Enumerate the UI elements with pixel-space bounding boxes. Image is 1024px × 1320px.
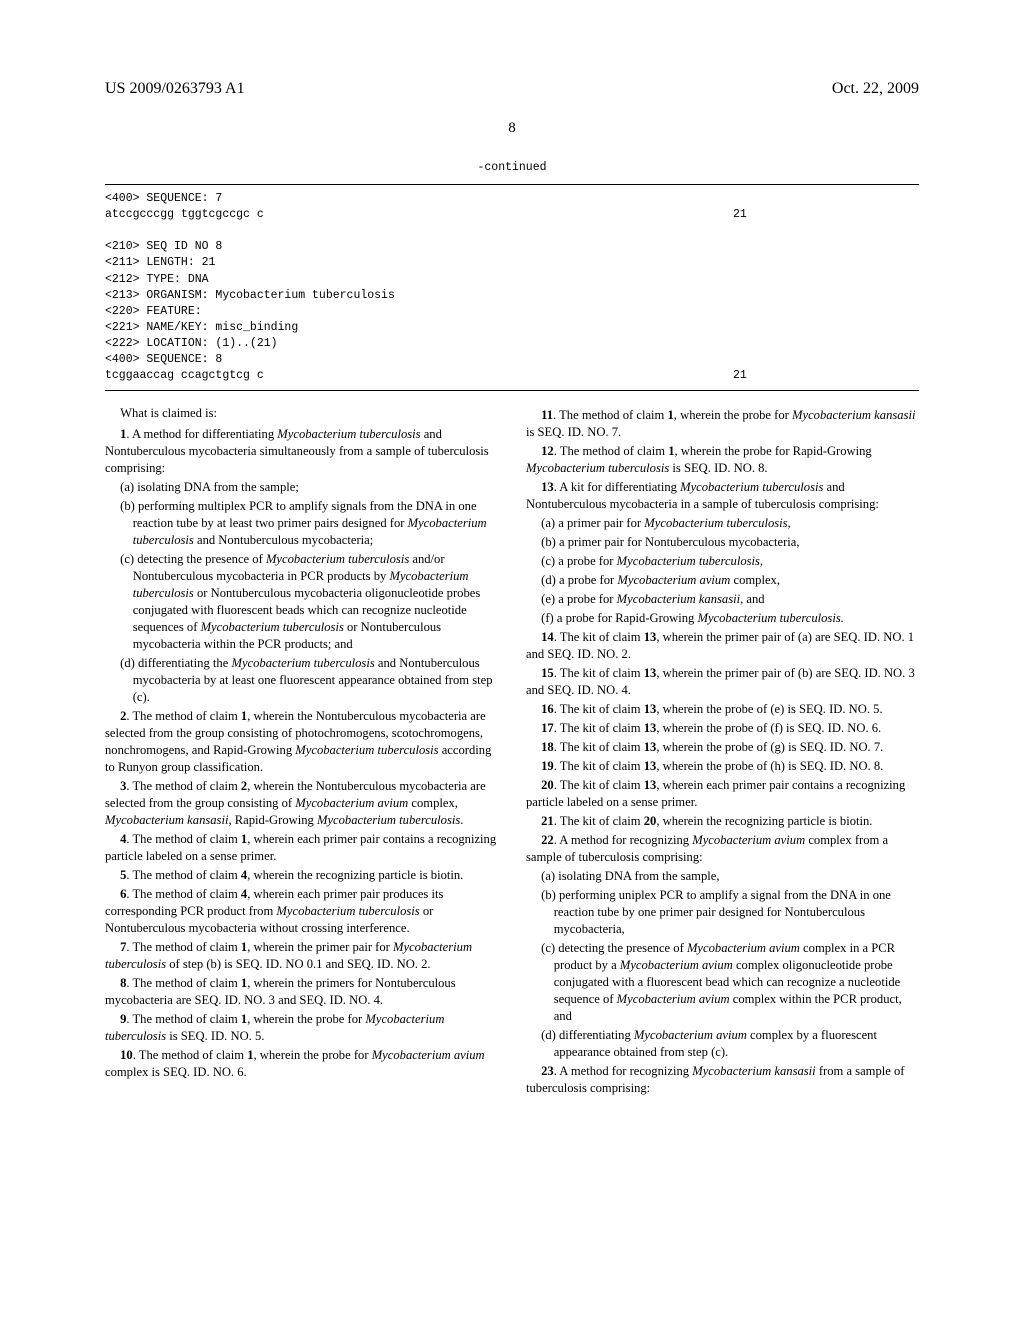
claim-22: 22. A method for recognizing Mycobacteri… [526,832,919,866]
continued-label: -continued [105,160,919,176]
sequence-7-block: <400> SEQUENCE: 7 atccgcccgg tggtcgccgc … [105,191,919,223]
claim-9: 9. The method of claim 1, wherein the pr… [105,1011,498,1045]
claim-5: 5. The method of claim 4, wherein the re… [105,867,498,884]
claim-21: 21. The kit of claim 20, wherein the rec… [526,813,919,830]
publication-number: US 2009/0263793 A1 [105,80,245,98]
claim-22b: (b) performing uniplex PCR to amplify a … [526,887,919,938]
claim-22a: (a) isolating DNA from the sample, [526,868,919,885]
page-number: 8 [0,120,1024,137]
claim-15: 15. The kit of claim 13, wherein the pri… [526,665,919,699]
claim-13f: (f) a probe for Rapid-Growing Mycobacter… [526,610,919,627]
claim-1c: (c) detecting the presence of Mycobacter… [105,551,498,653]
page-header: US 2009/0263793 A1 Oct. 22, 2009 [0,80,1024,98]
seq-line: <211> LENGTH: 21 [105,255,919,271]
claim-11: 11. The method of claim 1, wherein the p… [526,407,919,441]
claim-13d: (d) a probe for Mycobacterium avium comp… [526,572,919,589]
sequence-8-block: <210> SEQ ID NO 8 <211> LENGTH: 21 <212>… [105,239,919,384]
claim-16: 16. The kit of claim 13, wherein the pro… [526,701,919,718]
claim-8: 8. The method of claim 1, wherein the pr… [105,975,498,1009]
claim-19: 19. The kit of claim 13, wherein the pro… [526,758,919,775]
right-column: 11. The method of claim 1, wherein the p… [526,405,919,1097]
seq-line: <221> NAME/KEY: misc_binding [105,320,919,336]
seq-line: <222> LOCATION: (1)..(21) [105,336,919,352]
left-column: What is claimed is: 1. A method for diff… [105,405,498,1097]
separator [105,390,919,391]
seq-line: <213> ORGANISM: Mycobacterium tuberculos… [105,288,919,304]
claims-section: What is claimed is: 1. A method for diff… [105,405,919,1097]
claim-13e: (e) a probe for Mycobacterium kansasii, … [526,591,919,608]
claim-10: 10. The method of claim 1, wherein the p… [105,1047,498,1081]
publication-date: Oct. 22, 2009 [832,80,919,98]
claim-1d: (d) differentiating the Mycobacterium tu… [105,655,498,706]
seq-line: <220> FEATURE: [105,304,919,320]
claim-6: 6. The method of claim 4, wherein each p… [105,886,498,937]
claim-7: 7. The method of claim 1, wherein the pr… [105,939,498,973]
claim-23: 23. A method for recognizing Mycobacteri… [526,1063,919,1097]
claim-3: 3. The method of claim 2, wherein the No… [105,778,498,829]
claim-1b: (b) performing multiplex PCR to amplify … [105,498,498,549]
seq-line: <400> SEQUENCE: 7 [105,191,919,207]
seq-line: tcggaaccag ccagctgtcg c 21 [105,368,919,384]
claim-12: 12. The method of claim 1, wherein the p… [526,443,919,477]
claim-17: 17. The kit of claim 13, wherein the pro… [526,720,919,737]
claim-20: 20. The kit of claim 13, wherein each pr… [526,777,919,811]
claim-18: 18. The kit of claim 13, wherein the pro… [526,739,919,756]
claim-13b: (b) a primer pair for Nontuberculous myc… [526,534,919,551]
separator [105,184,919,185]
claim-13a: (a) a primer pair for Mycobacterium tube… [526,515,919,532]
seq-line: atccgcccgg tggtcgccgc c 21 [105,207,919,223]
claim-1a: (a) isolating DNA from the sample; [105,479,498,496]
seq-line: <400> SEQUENCE: 8 [105,352,919,368]
claims-intro: What is claimed is: [105,405,498,422]
claim-13c: (c) a probe for Mycobacterium tuberculos… [526,553,919,570]
claim-22c: (c) detecting the presence of Mycobacter… [526,940,919,1025]
claim-14: 14. The kit of claim 13, wherein the pri… [526,629,919,663]
claim-13: 13. A kit for differentiating Mycobacter… [526,479,919,513]
claim-22d: (d) differentiating Mycobacterium avium … [526,1027,919,1061]
claim-4: 4. The method of claim 1, wherein each p… [105,831,498,865]
claim-1: 1. A method for differentiating Mycobact… [105,426,498,477]
sequence-listing: -continued <400> SEQUENCE: 7 atccgcccgg … [105,160,919,397]
seq-line: <212> TYPE: DNA [105,272,919,288]
claim-2: 2. The method of claim 1, wherein the No… [105,708,498,776]
seq-line: <210> SEQ ID NO 8 [105,239,919,255]
